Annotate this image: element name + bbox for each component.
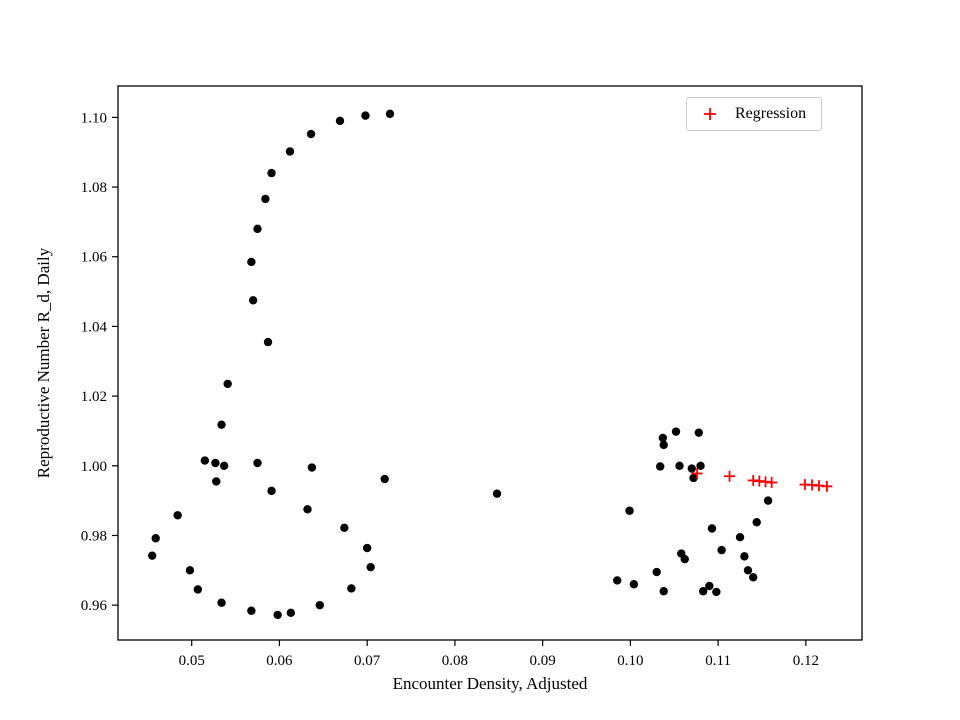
data-point — [675, 461, 684, 470]
legend-entry-label: Regression — [735, 105, 807, 122]
x-tick-label: 0.11 — [705, 653, 731, 669]
data-point — [492, 489, 502, 498]
data-point — [306, 129, 316, 139]
data-point — [656, 462, 665, 471]
data-point — [217, 598, 226, 607]
data-point — [689, 473, 698, 483]
y-tick-label: 1.10 — [81, 110, 107, 126]
y-tick-label: 0.96 — [81, 598, 108, 614]
y-tick-label: 1.04 — [81, 319, 108, 335]
data-point — [248, 296, 258, 305]
data-point — [217, 420, 226, 429]
data-point — [211, 458, 220, 468]
data-point — [659, 440, 668, 450]
data-point — [743, 566, 753, 575]
data-point — [286, 608, 296, 618]
data-point — [712, 587, 721, 597]
data-point — [717, 545, 726, 555]
data-point — [749, 573, 758, 582]
x-tick-label: 0.12 — [793, 653, 819, 669]
data-point — [694, 428, 704, 437]
x-tick-label: 0.07 — [354, 653, 381, 669]
y-tick-label: 1.02 — [81, 389, 107, 405]
data-point — [366, 562, 375, 572]
data-point — [752, 518, 761, 527]
data-point — [267, 168, 276, 178]
data-point — [267, 486, 276, 496]
data-point — [307, 463, 317, 472]
data-point — [247, 606, 256, 615]
data-point — [335, 116, 345, 126]
data-point — [613, 576, 622, 585]
x-axis-label: Encounter Density, Adjusted — [392, 674, 588, 693]
data-point — [285, 147, 295, 156]
data-point — [200, 456, 210, 465]
data-point — [763, 496, 773, 505]
data-point — [625, 506, 634, 515]
data-point — [677, 549, 686, 558]
y-tick-label: 1.06 — [81, 250, 108, 266]
data-point — [223, 379, 232, 389]
x-tick-label: 0.08 — [442, 653, 468, 669]
data-point — [698, 587, 708, 596]
data-point — [193, 585, 203, 594]
data-point — [261, 194, 270, 204]
data-point — [212, 477, 221, 486]
data-point — [315, 600, 324, 610]
y-axis-label: Reproductive Number R_d, Daily — [34, 247, 53, 479]
y-tick-label: 0.98 — [81, 528, 107, 544]
data-point — [273, 610, 282, 620]
plot-frame — [117, 85, 863, 641]
data-point — [185, 566, 195, 575]
data-point — [253, 458, 262, 468]
data-point — [705, 581, 714, 591]
data-point — [380, 474, 389, 484]
data-point — [303, 505, 312, 514]
data-point — [173, 511, 182, 520]
data-point — [687, 464, 696, 473]
data-point — [707, 524, 717, 533]
data-point — [362, 543, 372, 553]
data-point — [253, 224, 262, 234]
x-tick-label: 0.05 — [179, 653, 205, 669]
data-point — [151, 534, 160, 543]
y-tick-label: 1.00 — [81, 459, 107, 475]
data-point — [735, 533, 745, 542]
data-point — [148, 551, 157, 560]
x-tick-label: 0.10 — [617, 653, 643, 669]
data-point — [263, 337, 273, 347]
data-point — [629, 580, 639, 589]
y-tick-label: 1.08 — [81, 180, 107, 196]
data-point — [671, 427, 681, 436]
regression-marker-icon — [700, 106, 720, 122]
data-point — [658, 433, 668, 443]
data-point — [347, 584, 356, 593]
x-tick-label: 0.09 — [530, 653, 556, 669]
data-point — [247, 257, 256, 267]
data-point — [340, 523, 349, 533]
data-point — [740, 552, 749, 561]
legend: Regression — [686, 97, 823, 131]
data-point — [361, 111, 370, 120]
x-tick-label: 0.06 — [266, 653, 293, 669]
data-point — [696, 461, 705, 470]
data-point — [652, 567, 661, 577]
data-point — [219, 461, 229, 470]
data-point — [385, 109, 395, 119]
data-point — [659, 587, 668, 596]
